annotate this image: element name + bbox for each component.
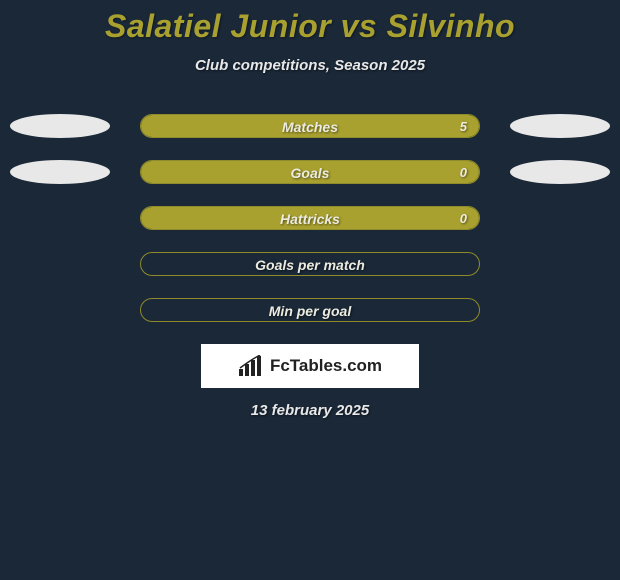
logo-suffix: Tables.com [290, 356, 382, 375]
stat-value: 0 [460, 207, 467, 230]
stat-row: Goals per match [0, 252, 620, 276]
stat-bar-track: Goals0 [140, 160, 480, 184]
player-avatar-left [10, 160, 110, 184]
page-title: Salatiel Junior vs Silvinho [0, 8, 620, 45]
player-avatar-right [510, 160, 610, 184]
subtitle: Club competitions, Season 2025 [0, 57, 620, 74]
stats-area: Matches5Goals0Hattricks0Goals per matchM… [0, 114, 620, 322]
stat-value: 0 [460, 161, 467, 184]
fctables-logo: FcTables.com [201, 344, 419, 388]
stat-bar-track: Matches5 [140, 114, 480, 138]
player-avatar-right [510, 114, 610, 138]
stat-label: Matches [141, 115, 479, 138]
stat-bar-track: Goals per match [140, 252, 480, 276]
logo-text: FcTables.com [270, 356, 382, 376]
stat-row: Hattricks0 [0, 206, 620, 230]
stat-row: Min per goal [0, 298, 620, 322]
stat-label: Goals [141, 161, 479, 184]
stat-label: Hattricks [141, 207, 479, 230]
comparison-infographic: Salatiel Junior vs Silvinho Club competi… [0, 0, 620, 580]
date-label: 13 february 2025 [0, 402, 620, 419]
logo-prefix: Fc [270, 356, 290, 375]
stat-label: Min per goal [141, 299, 479, 322]
stat-label: Goals per match [141, 253, 479, 276]
stat-bar-track: Min per goal [140, 298, 480, 322]
bar-chart-icon [238, 355, 264, 377]
stat-row: Goals0 [0, 160, 620, 184]
stat-value: 5 [460, 115, 467, 138]
stat-bar-track: Hattricks0 [140, 206, 480, 230]
stat-row: Matches5 [0, 114, 620, 138]
player-avatar-left [10, 114, 110, 138]
